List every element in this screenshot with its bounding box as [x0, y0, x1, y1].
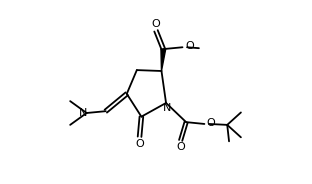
- Text: O: O: [135, 139, 144, 149]
- Text: N: N: [163, 103, 171, 113]
- Text: O: O: [207, 118, 216, 128]
- Text: O: O: [151, 20, 160, 29]
- Text: O: O: [185, 41, 194, 51]
- Text: O: O: [176, 142, 185, 152]
- Text: N: N: [79, 108, 88, 118]
- Polygon shape: [161, 49, 166, 71]
